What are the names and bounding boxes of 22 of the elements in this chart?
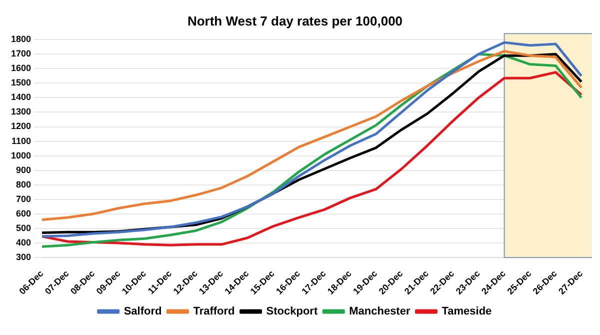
chart-title: North West 7 day rates per 100,000 [187, 13, 403, 28]
y-tick-label: 1000 [10, 150, 32, 160]
y-tick-label: 1400 [10, 92, 32, 102]
y-tick-label: 400 [16, 237, 32, 248]
y-tick-label: 1800 [10, 34, 32, 44]
y-tick-label: 1500 [10, 78, 32, 88]
legend-label: Manchester [349, 306, 411, 318]
y-tick-label: 1600 [10, 63, 32, 74]
y-tick-label: 500 [16, 222, 32, 233]
y-tick-label: 900 [16, 164, 32, 175]
y-tick-label: 1100 [11, 136, 32, 146]
y-tick-label: 300 [16, 252, 32, 262]
legend-label: Trafford [193, 306, 235, 318]
y-tick-label: 700 [16, 194, 32, 204]
y-tick-label: 1200 [10, 121, 32, 132]
y-tick-label: 600 [16, 208, 32, 218]
y-tick-label: 800 [16, 179, 32, 190]
y-tick-label: 1700 [10, 48, 32, 59]
legend-label: Salford [124, 306, 162, 318]
y-tick-label: 1300 [10, 106, 32, 117]
legend-label: Tameside [442, 306, 492, 318]
legend-label: Stockport [266, 306, 318, 318]
